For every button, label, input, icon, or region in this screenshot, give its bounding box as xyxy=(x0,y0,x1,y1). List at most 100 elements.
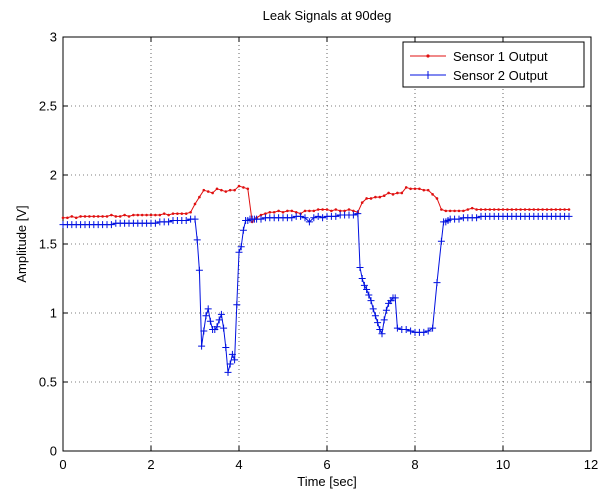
series-sensor-2 xyxy=(59,210,573,376)
y-tick-label: 0.5 xyxy=(39,375,57,390)
data-point-sensor-1 xyxy=(365,197,368,200)
axis-ticks: 0 2 4 6 8 10 12 0 0.5 1 1.5 2 2.5 3 xyxy=(39,30,598,473)
data-point-sensor-2 xyxy=(369,305,377,313)
data-point-sensor-1 xyxy=(422,188,426,192)
data-point-sensor-1 xyxy=(374,195,377,199)
data-point-sensor-2 xyxy=(437,237,445,245)
data-point-sensor-1 xyxy=(312,209,316,213)
data-point-sensor-2 xyxy=(182,217,190,225)
data-point-sensor-2 xyxy=(314,212,322,220)
data-point-sensor-2 xyxy=(393,324,401,332)
data-point-sensor-2 xyxy=(204,305,212,313)
legend-box xyxy=(402,41,585,88)
y-tick-label: 0 xyxy=(50,444,57,459)
legend: Sensor 1 Output Sensor 2 Output xyxy=(402,41,585,88)
data-point-sensor-1 xyxy=(541,208,544,211)
data-point-sensor-1 xyxy=(536,208,540,211)
data-point-sensor-1 xyxy=(413,187,417,191)
series-line-sensor-2 xyxy=(63,212,569,373)
data-point-sensor-2 xyxy=(191,215,199,223)
data-point-sensor-1 xyxy=(338,209,342,213)
data-point-sensor-2 xyxy=(402,326,410,334)
data-point-sensor-2 xyxy=(305,218,313,226)
data-point-sensor-1 xyxy=(268,210,272,214)
data-point-sensor-1 xyxy=(558,208,562,211)
data-point-sensor-1 xyxy=(334,208,338,211)
data-point-sensor-2 xyxy=(151,219,159,227)
data-point-sensor-2 xyxy=(382,306,390,314)
data-point-sensor-1 xyxy=(369,197,373,200)
data-point-sensor-1 xyxy=(462,209,465,213)
data-point-sensor-1 xyxy=(554,208,558,211)
x-tick-label: 6 xyxy=(323,457,330,472)
x-tick-label: 4 xyxy=(235,457,242,472)
x-tick-label: 8 xyxy=(411,457,418,472)
data-point-sensor-1 xyxy=(294,210,298,214)
data-point-sensor-1 xyxy=(391,193,395,196)
data-point-sensor-1 xyxy=(202,188,206,192)
data-point-sensor-2 xyxy=(239,226,247,234)
data-point-sensor-1 xyxy=(277,209,280,213)
legend-label-sensor-2: Sensor 2 Output xyxy=(453,68,548,83)
data-point-sensor-1 xyxy=(286,209,289,213)
data-point-sensor-1 xyxy=(448,209,452,213)
data-point-sensor-1 xyxy=(435,197,439,200)
data-point-sensor-1 xyxy=(61,216,65,220)
data-point-sensor-1 xyxy=(228,188,232,192)
data-point-sensor-2 xyxy=(206,317,214,325)
data-point-sensor-1 xyxy=(171,212,175,215)
data-point-sensor-2 xyxy=(217,310,225,318)
data-point-sensor-1 xyxy=(396,191,399,195)
data-point-sensor-2 xyxy=(420,328,428,336)
data-point-sensor-2 xyxy=(165,218,173,226)
data-point-sensor-1 xyxy=(206,190,210,193)
data-point-sensor-2 xyxy=(233,301,241,309)
data-point-sensor-2 xyxy=(391,294,399,302)
data-point-sensor-1 xyxy=(118,215,122,218)
data-point-sensor-1 xyxy=(220,188,223,192)
data-point-sensor-1 xyxy=(123,213,126,217)
data-point-sensor-1 xyxy=(180,212,184,215)
data-point-sensor-1 xyxy=(360,201,364,204)
data-point-sensor-1 xyxy=(145,213,148,217)
data-point-sensor-1 xyxy=(66,216,69,220)
data-point-sensor-1 xyxy=(237,184,241,188)
data-point-sensor-1 xyxy=(211,191,214,195)
data-point-sensor-1 xyxy=(114,215,118,218)
y-tick-label: 2 xyxy=(50,168,57,183)
data-point-sensor-2 xyxy=(200,327,208,335)
data-point-sensor-2 xyxy=(424,327,432,335)
data-point-sensor-2 xyxy=(228,350,236,358)
data-point-sensor-1 xyxy=(167,213,170,217)
data-point-sensor-2 xyxy=(433,279,441,287)
data-point-sensor-1 xyxy=(387,191,390,195)
data-point-sensor-1 xyxy=(136,213,140,217)
y-tick-label: 2.5 xyxy=(39,99,57,114)
data-point-sensor-1 xyxy=(224,190,228,193)
y-tick-label: 3 xyxy=(50,30,57,45)
data-point-sensor-1 xyxy=(325,208,329,211)
series-group xyxy=(59,184,573,376)
data-point-sensor-1 xyxy=(457,209,461,213)
data-point-sensor-1 xyxy=(149,213,153,217)
data-point-sensor-1 xyxy=(550,208,553,211)
x-axis-label: Time [sec] xyxy=(297,474,356,489)
data-point-sensor-2 xyxy=(301,214,309,222)
data-point-sensor-1 xyxy=(440,208,443,211)
data-point-sensor-1 xyxy=(418,187,421,191)
data-point-sensor-2 xyxy=(288,214,296,222)
data-point-sensor-1 xyxy=(563,208,566,211)
data-point-sensor-1 xyxy=(506,208,509,211)
data-point-sensor-2 xyxy=(107,221,115,229)
data-point-sensor-2 xyxy=(473,214,481,222)
data-point-sensor-2 xyxy=(224,368,232,376)
data-point-sensor-2 xyxy=(380,316,388,324)
data-point-sensor-1 xyxy=(497,208,500,211)
data-point-sensor-1 xyxy=(233,188,236,192)
data-point-sensor-1 xyxy=(343,209,346,213)
data-point-sensor-2 xyxy=(202,312,210,320)
data-point-sensor-1 xyxy=(444,209,448,213)
data-point-sensor-1 xyxy=(519,208,522,211)
data-point-sensor-1 xyxy=(96,215,100,218)
data-point-sensor-2 xyxy=(310,214,318,222)
